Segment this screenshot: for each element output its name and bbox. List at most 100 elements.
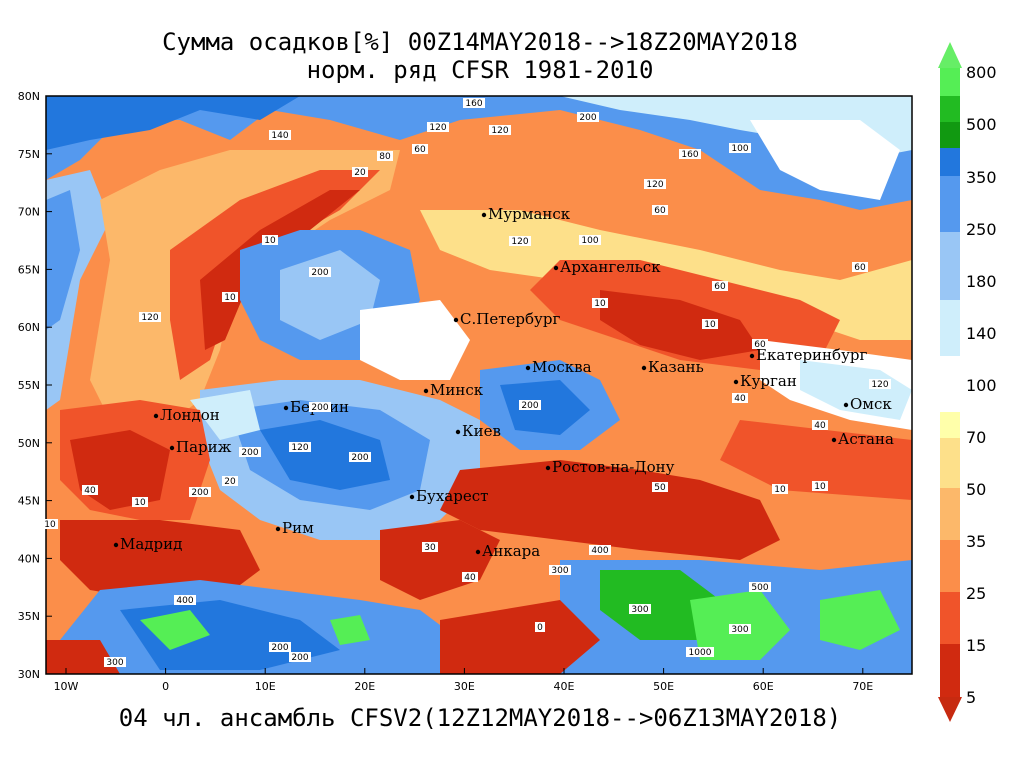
legend-label: 800: [966, 63, 997, 82]
contour-label: 10: [134, 498, 146, 508]
city-label: Анкара: [482, 542, 540, 560]
legend-swatch: [940, 300, 960, 356]
city-label: Астана: [838, 430, 894, 448]
legend-label: 250: [966, 220, 997, 239]
contour-label-box: [427, 122, 449, 132]
city-dot: [275, 526, 281, 532]
contour-label: 300: [106, 658, 123, 668]
contour-label-box: [589, 545, 611, 555]
city-label: С.Петербург: [460, 310, 560, 328]
contour-label-box: [289, 442, 311, 452]
legend-top-arrow: [938, 42, 962, 68]
contour-label-box: [412, 144, 428, 154]
city-label: Омск: [850, 395, 892, 413]
lon-tick-label: 60E: [753, 680, 774, 693]
contour-label: 400: [176, 596, 193, 606]
contour-label: 400: [591, 546, 608, 556]
contour-label-box: [749, 582, 771, 592]
city-label: Киев: [462, 422, 501, 440]
contour-label: 120: [429, 123, 446, 133]
map-title-line2: норм. ряд CFSR 1981-2010: [306, 56, 654, 84]
contour-label: 60: [414, 145, 426, 155]
city-label: Москва: [532, 358, 592, 376]
lat-tick-label: 80N: [18, 90, 40, 103]
lat-tick-label: 40N: [18, 552, 40, 565]
legend-label: 25: [966, 584, 986, 603]
contour-label-box: [679, 149, 701, 159]
lon-tick-label: 10E: [255, 680, 276, 693]
contour-label: 1000: [689, 648, 712, 658]
contour-label-box: [269, 130, 291, 140]
contour-label: 100: [581, 236, 598, 246]
contour-label: 500: [751, 583, 768, 593]
contour-label-box: [509, 236, 531, 246]
contour-label: 120: [871, 380, 888, 390]
city-dot: [113, 542, 119, 548]
contour-label: 200: [351, 453, 368, 463]
lat-tick-label: 30N: [18, 668, 40, 681]
lon-tick-label: 40E: [554, 680, 575, 693]
contour-label-box: [519, 400, 541, 410]
legend-label: 50: [966, 480, 986, 499]
contour-label: 200: [291, 653, 308, 663]
contour-label: 160: [681, 150, 698, 160]
contour-label: 120: [291, 443, 308, 453]
lat-tick-label: 65N: [18, 263, 40, 276]
contour-label: 120: [491, 126, 508, 136]
city-dot: [283, 405, 289, 411]
contour-label: 10: [594, 299, 606, 309]
city-label: Минск: [430, 381, 484, 399]
contour-label-box: [712, 281, 728, 291]
lat-tick-label: 45N: [18, 495, 40, 508]
lat-tick-label: 60N: [18, 321, 40, 334]
contour-label: 40: [734, 394, 746, 404]
city-dot: [545, 465, 551, 471]
contour-label-box: [309, 267, 331, 277]
city-label: Курган: [740, 372, 797, 390]
contour-label-box: [535, 622, 545, 632]
contour-label: 200: [271, 643, 288, 653]
city-label: Рим: [282, 519, 314, 537]
city-dot: [553, 265, 559, 271]
lat-tick-label: 50N: [18, 437, 40, 450]
city-dot: [423, 388, 429, 394]
contour-label-box: [422, 542, 438, 552]
contour-label: 10: [704, 320, 716, 330]
contour-label: 20: [354, 168, 366, 178]
contour-label: 20: [224, 477, 236, 487]
legend-swatch: [940, 592, 960, 644]
legend-label: 35: [966, 532, 986, 551]
contour-label-box: [812, 420, 828, 430]
contour-label: 140: [271, 131, 288, 141]
latitude-labels: 80N 75N 70N 65N 60N 55N 50N 45N 40N 35N 30N: [18, 90, 52, 681]
legend-swatch: [940, 488, 960, 540]
contour-label-box: [132, 497, 148, 507]
legend-label: 180: [966, 272, 997, 291]
city-dot: [843, 402, 849, 408]
legend-swatch: [940, 644, 960, 697]
contour-label-box: [269, 642, 291, 652]
contour-label: 10: [264, 236, 276, 246]
contour-label: 60: [854, 263, 866, 273]
contour-label-box: [852, 262, 868, 272]
contour-label-box: [489, 125, 511, 135]
contour-label-box: [629, 604, 651, 614]
contour-label: 40: [464, 573, 476, 583]
contour-label-box: [549, 565, 571, 575]
city-label: Ростов-на-Дону: [552, 458, 675, 476]
legend-label: 140: [966, 324, 997, 343]
legend-swatch: [940, 68, 960, 96]
lon-tick-label: 70E: [852, 680, 873, 693]
contour-label: 120: [511, 237, 528, 247]
city-dot: [455, 429, 461, 435]
contour-label-box: [349, 452, 371, 462]
city-dot: [169, 445, 175, 451]
city-labels: Мурманск Архангельск С.Петербург Москва Каза…: [113, 205, 894, 560]
city-dot: [749, 353, 755, 359]
legend-bottom-arrow: [938, 697, 962, 722]
city-dot: [733, 379, 739, 385]
city-dot: [153, 413, 159, 419]
lat-tick-label: 55N: [18, 379, 40, 392]
legend-label: 500: [966, 115, 997, 134]
